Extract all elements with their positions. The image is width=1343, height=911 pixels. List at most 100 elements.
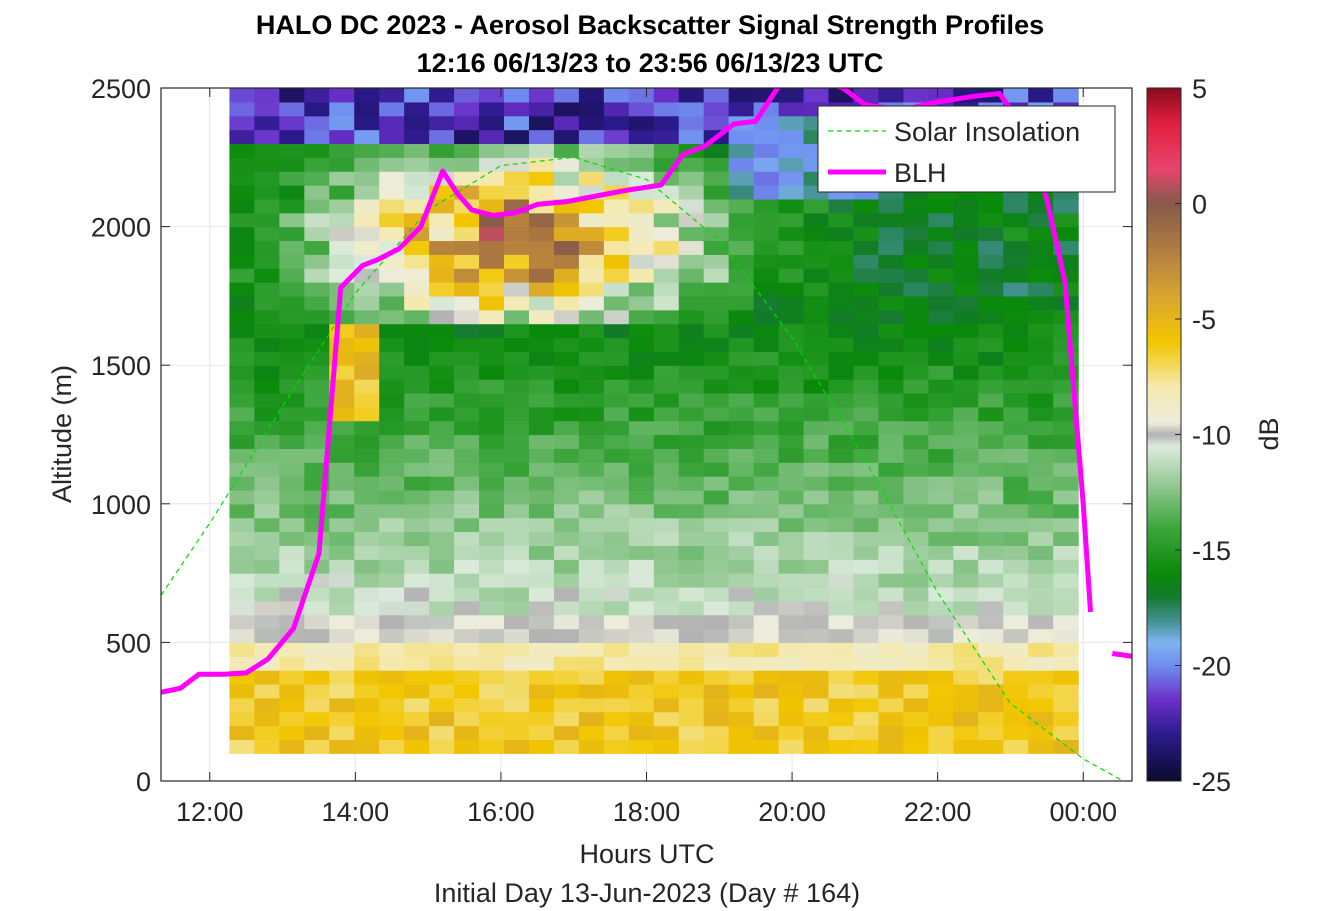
heatmap-cell	[703, 448, 730, 463]
heatmap-cell	[229, 462, 255, 477]
heatmap-cell	[853, 489, 880, 505]
heatmap-cell	[504, 254, 530, 269]
heatmap-cell	[853, 392, 880, 408]
heatmap-cell	[728, 517, 755, 533]
colorbar-segment	[1147, 399, 1181, 404]
heatmap-cell	[628, 545, 655, 560]
heatmap-cell	[953, 198, 979, 214]
heatmap-cell	[628, 198, 655, 214]
heatmap-cell	[504, 129, 530, 145]
heatmap-cell	[354, 420, 380, 436]
heatmap-cell	[379, 129, 405, 145]
heatmap-cell	[828, 268, 855, 283]
heatmap-cell	[978, 226, 1004, 242]
heatmap-cell	[878, 614, 905, 630]
heatmap-cell	[1028, 295, 1054, 311]
heatmap-cell	[429, 254, 455, 269]
heatmap-cell	[454, 434, 480, 449]
heatmap-cell	[1053, 489, 1079, 505]
colorbar-segment	[1147, 714, 1181, 718]
heatmap-cell	[1028, 434, 1054, 449]
heatmap-cell	[803, 254, 830, 269]
heatmap-cell	[753, 309, 780, 325]
heatmap-cell	[753, 545, 780, 560]
heatmap-cell	[903, 212, 929, 228]
colorbar-segment	[1147, 365, 1181, 369]
colorbar-segment	[1147, 203, 1181, 207]
heatmap-cell	[454, 379, 480, 394]
heatmap-cell	[753, 573, 780, 588]
colorbar-segment	[1147, 561, 1181, 565]
heatmap-cell	[728, 379, 755, 394]
heatmap-cell	[578, 476, 605, 491]
colorbar-segment	[1147, 685, 1181, 690]
heatmap-cell	[853, 434, 880, 449]
heatmap-cell	[553, 185, 580, 200]
heatmap-cell	[379, 683, 405, 699]
heatmap-cell	[828, 656, 855, 671]
heatmap-cell	[778, 323, 805, 339]
heatmap-cell	[603, 600, 630, 616]
heatmap-cell	[279, 171, 305, 186]
heatmap-cell	[803, 351, 830, 366]
colorbar-segment	[1147, 446, 1181, 450]
heatmap-cell	[379, 365, 405, 380]
heatmap-cell	[728, 406, 755, 422]
colorbar-segment	[1147, 581, 1181, 586]
heatmap-cell	[354, 282, 380, 297]
heatmap-cell	[329, 614, 355, 630]
colorbar-segment	[1147, 469, 1181, 473]
colorbar-segment	[1147, 731, 1181, 736]
heatmap-cell	[329, 711, 355, 727]
colorbar-segment	[1147, 177, 1181, 181]
heatmap-cell	[279, 268, 305, 283]
colorbar-segment	[1147, 503, 1181, 508]
heatmap-cell	[254, 697, 280, 713]
heatmap-cell	[1053, 628, 1079, 643]
heatmap-cell	[728, 420, 755, 436]
heatmap-cell	[953, 351, 979, 366]
heatmap-cell	[678, 628, 705, 643]
heatmap-cell	[1053, 406, 1079, 422]
colorbar-segment	[1147, 720, 1181, 724]
heatmap-cell	[953, 226, 979, 242]
heatmap-cell	[229, 268, 255, 283]
heatmap-cell	[479, 198, 505, 214]
heatmap-cell	[803, 531, 830, 546]
heatmap-cell	[528, 462, 555, 477]
heatmap-cell	[254, 503, 280, 519]
heatmap-cell	[254, 406, 280, 422]
colorbar-segment	[1147, 148, 1181, 153]
heatmap-cell	[753, 697, 780, 713]
heatmap-cell	[928, 586, 954, 602]
colorbar-segment	[1147, 564, 1181, 568]
heatmap-cell	[803, 309, 830, 325]
heatmap-cell	[628, 628, 655, 643]
heatmap-cell	[329, 406, 355, 422]
heatmap-cell	[803, 614, 830, 630]
heatmap-cell	[928, 656, 954, 671]
heatmap-cell	[329, 531, 355, 546]
colorbar-segment	[1147, 757, 1181, 762]
heatmap-cell	[379, 337, 405, 352]
heatmap-cell	[354, 697, 380, 713]
heatmap-cell	[753, 420, 780, 436]
heatmap-cell	[304, 697, 330, 713]
heatmap-cell	[429, 323, 455, 339]
heatmap-cell	[304, 586, 330, 602]
heatmap-cell	[678, 711, 705, 727]
heatmap-cell	[429, 351, 455, 366]
heatmap-cell	[928, 573, 954, 588]
heatmap-cell	[479, 434, 505, 449]
colorbar-segment	[1147, 111, 1181, 115]
heatmap-cell	[953, 379, 979, 394]
heatmap-cell	[354, 171, 380, 186]
heatmap-cell	[429, 406, 455, 422]
heatmap-cell	[553, 517, 580, 533]
colorbar-segment	[1147, 165, 1181, 170]
heatmap-cell	[279, 351, 305, 366]
heatmap-cell	[778, 545, 805, 560]
heatmap-cell	[254, 434, 280, 449]
colorbar-segment	[1147, 584, 1181, 589]
heatmap-cell	[479, 545, 505, 560]
